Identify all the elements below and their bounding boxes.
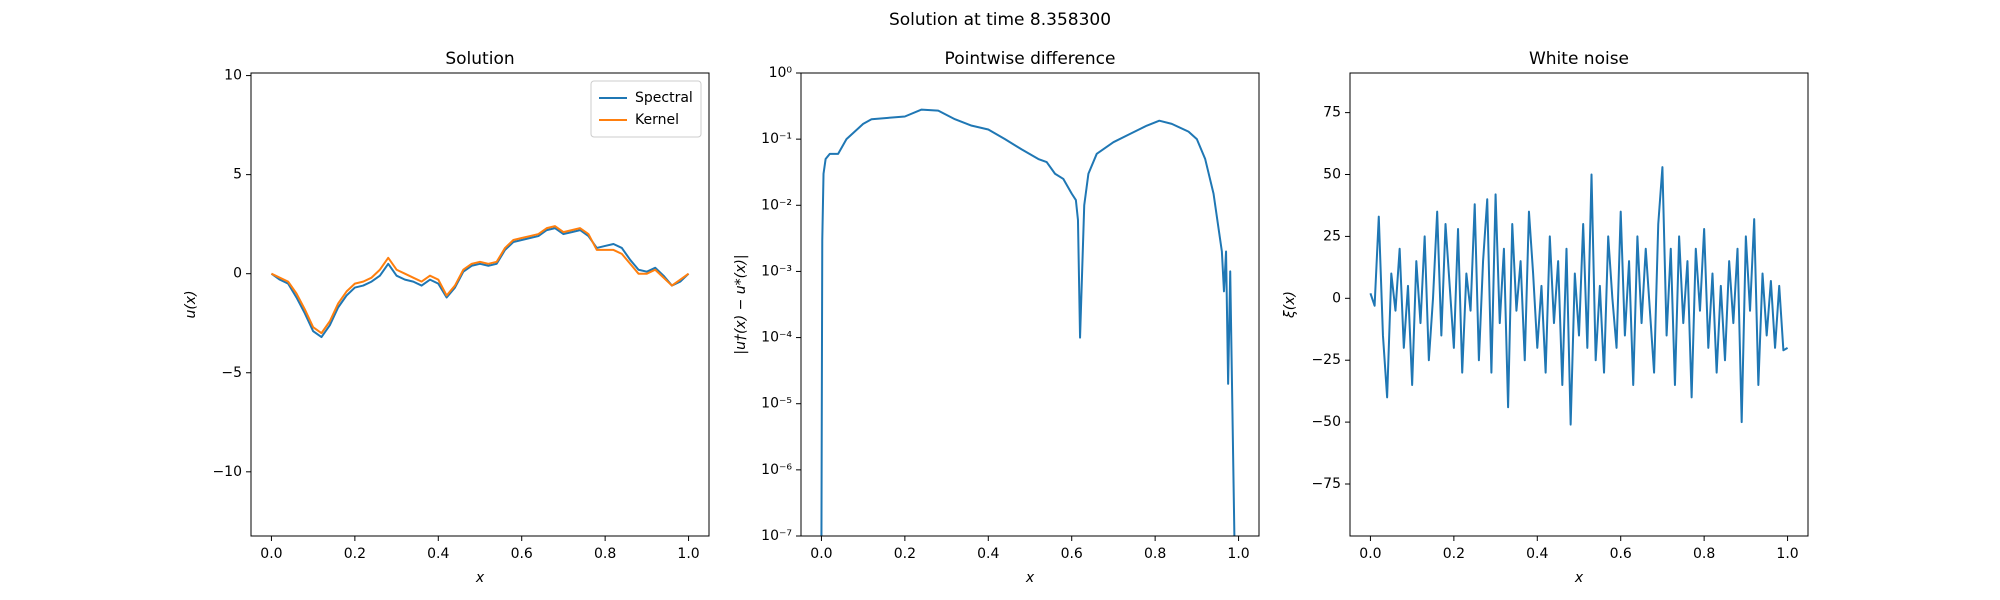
legend-label: Spectral — [635, 90, 693, 106]
y-tick-label: 10⁻⁵ — [761, 396, 792, 412]
axes-title: Pointwise difference — [945, 49, 1116, 69]
figure-title: Solution at time 8.358300 — [889, 10, 1111, 30]
y-tick-label: 0 — [1332, 290, 1341, 306]
x-tick-label: 0.2 — [894, 546, 916, 562]
x-tick-label: 1.0 — [1776, 546, 1798, 562]
x-tick-label: 0.0 — [260, 546, 282, 562]
y-tick-label: 25 — [1323, 228, 1341, 244]
data-line — [271, 225, 690, 335]
y-tick-label: −25 — [1311, 352, 1341, 368]
x-tick-label: 1.0 — [677, 546, 699, 562]
y-tick-label: 5 — [233, 167, 242, 183]
axes-frame — [1349, 72, 1809, 537]
y-tick-label: 10⁻² — [761, 197, 792, 213]
x-tick-label: 0.0 — [810, 546, 832, 562]
axes-title: Solution — [445, 49, 514, 69]
y-tick-label: −50 — [1311, 414, 1341, 430]
y-tick-label: −75 — [1311, 476, 1341, 492]
data-line — [1369, 166, 1789, 426]
y-tick-label: 50 — [1323, 167, 1341, 183]
x-tick-label: 0.8 — [594, 546, 616, 562]
x-tick-label: 0.4 — [1526, 546, 1548, 562]
data-line — [820, 108, 1236, 536]
legend-box — [590, 80, 702, 138]
y-tick-label: 10⁻⁴ — [761, 330, 792, 346]
y-tick-label: −10 — [212, 464, 242, 480]
y-tick-label: 75 — [1323, 105, 1341, 121]
legend-label: Kernel — [635, 112, 679, 128]
x-tick-label: 0.6 — [511, 546, 533, 562]
y-tick-label: 10 — [224, 68, 242, 84]
x-tick-label: 0.0 — [1359, 546, 1381, 562]
y-tick-label: 0 — [233, 266, 242, 282]
x-tick-label: 1.0 — [1227, 546, 1249, 562]
y-axis-label: ξ(x) — [1282, 291, 1298, 319]
y-axis-label: |u†(x) − u*(x)| — [733, 254, 749, 354]
y-tick-label: 10⁻¹ — [761, 131, 792, 147]
y-tick-label: 10⁰ — [769, 65, 793, 81]
x-tick-label: 0.8 — [1144, 546, 1166, 562]
x-tick-label: 0.8 — [1693, 546, 1715, 562]
y-tick-label: 10⁻⁷ — [761, 528, 792, 544]
x-tick-label: 0.4 — [427, 546, 449, 562]
y-tick-label: 10⁻⁶ — [761, 462, 792, 478]
x-tick-label: 0.2 — [1443, 546, 1465, 562]
x-tick-label: 0.4 — [977, 546, 999, 562]
x-tick-label: 0.6 — [1610, 546, 1632, 562]
axes-frame — [250, 72, 710, 537]
axes-frame — [800, 72, 1260, 537]
y-tick-label: −5 — [221, 365, 242, 381]
axes-title: White noise — [1529, 49, 1629, 69]
x-axis-label: x — [475, 570, 485, 586]
x-tick-label: 0.2 — [344, 546, 366, 562]
y-tick-label: 10⁻³ — [761, 263, 792, 279]
y-axis-label: u(x) — [183, 290, 199, 318]
data-line — [270, 227, 690, 339]
x-axis-label: x — [1574, 570, 1584, 586]
x-tick-label: 0.6 — [1061, 546, 1083, 562]
x-axis-label: x — [1025, 570, 1035, 586]
